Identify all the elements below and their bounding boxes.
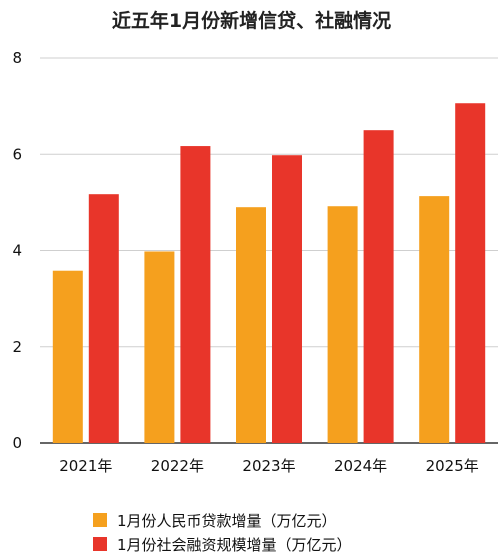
bar-loans	[52, 270, 83, 443]
bar-social-financing	[180, 146, 211, 443]
x-tick-label: 2023年	[242, 457, 295, 475]
bar-loans	[144, 251, 175, 443]
legend-item-social-financing: 1月份社会融资规模增量（万亿元）	[93, 532, 352, 556]
y-tick-label: 2	[12, 338, 22, 356]
bar-social-financing	[272, 155, 302, 443]
legend-swatch-social-financing	[93, 537, 107, 551]
x-tick-label: 2021年	[59, 457, 112, 475]
y-axis-ticks: 0 2 4 6 8	[12, 49, 22, 452]
y-tick-label: 0	[12, 434, 22, 452]
bar-social-financing	[455, 103, 486, 444]
y-tick-label: 4	[12, 242, 22, 260]
bar-loans	[327, 206, 358, 443]
legend-label-social-financing: 1月份社会融资规模增量（万亿元）	[117, 535, 352, 554]
legend-swatch-loans	[93, 513, 107, 527]
x-axis-ticks: 2021年 2022年 2023年 2024年 2025年	[59, 457, 479, 475]
y-tick-label: 8	[12, 49, 22, 67]
bar-loans	[419, 196, 450, 443]
bar-social-financing	[88, 194, 119, 443]
x-tick-label: 2024年	[334, 457, 387, 475]
bars	[52, 103, 486, 444]
x-tick-label: 2022年	[151, 457, 204, 475]
legend: 1月份人民币贷款增量（万亿元） 1月份社会融资规模增量（万亿元）	[93, 508, 352, 556]
bar-social-financing	[363, 130, 394, 443]
chart-title: 近五年1月份新增信贷、社融情况	[111, 10, 392, 32]
legend-label-loans: 1月份人民币贷款增量（万亿元）	[117, 511, 337, 530]
bar-loans	[236, 207, 266, 443]
legend-item-loans: 1月份人民币贷款增量（万亿元）	[93, 508, 352, 532]
y-tick-label: 6	[12, 145, 22, 163]
x-tick-label: 2025年	[426, 457, 479, 475]
